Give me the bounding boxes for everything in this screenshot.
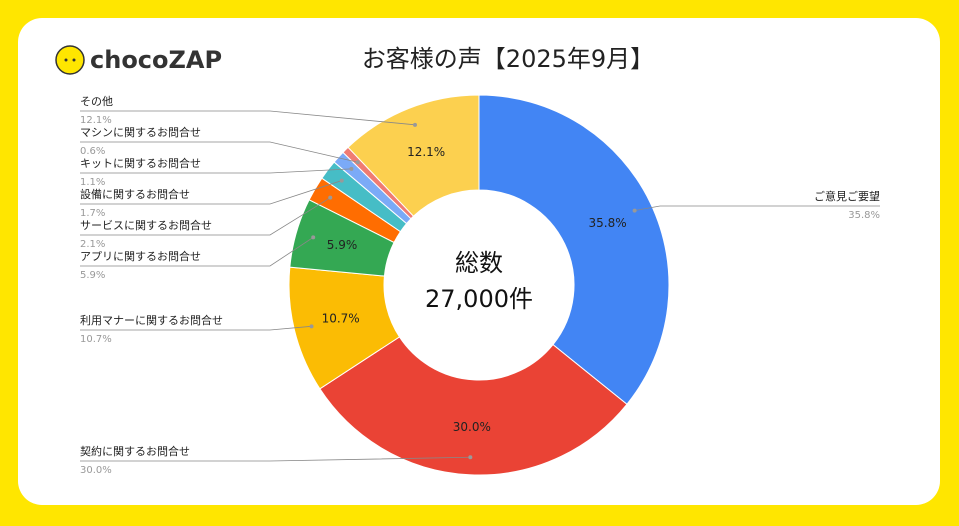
legend-label: キットに関するお問合せ xyxy=(80,156,201,170)
legend-value: 2.1% xyxy=(80,239,105,250)
leader-dot xyxy=(632,208,637,213)
legend-value: 0.6% xyxy=(80,146,105,157)
leader-dot xyxy=(311,235,316,240)
leader-line xyxy=(80,197,331,236)
legend-value: 5.9% xyxy=(80,270,105,281)
legend-label: サービスに関するお問合せ xyxy=(80,218,212,232)
center-label: 27,000件 xyxy=(425,285,533,313)
legend-label: その他 xyxy=(80,95,113,108)
legend-value: 10.7% xyxy=(80,334,112,345)
leader-dot xyxy=(339,178,344,183)
leader-line xyxy=(80,237,314,267)
leader-line xyxy=(80,168,352,174)
leader-dot xyxy=(328,195,333,200)
card xyxy=(18,18,940,505)
leader-line xyxy=(80,456,471,462)
center-label: 総数 xyxy=(455,249,503,277)
leader-line xyxy=(80,325,312,331)
legend-value: 30.0% xyxy=(80,465,112,476)
slice-label: 30.0% xyxy=(453,420,491,434)
legend-label: マシンに関するお問合せ xyxy=(80,125,201,139)
legend-label: 設備に関するお問合せ xyxy=(80,187,190,201)
legend-value: 35.8% xyxy=(848,210,880,221)
leader-dot xyxy=(309,324,314,329)
slice xyxy=(347,94,480,217)
slice xyxy=(478,94,670,405)
slice-label: 10.7% xyxy=(322,312,360,326)
logo-text: chocoZAP xyxy=(90,46,222,74)
legend-label: ご意見ご要望 xyxy=(814,189,880,203)
legend-label: 利用マナーに関するお問合せ xyxy=(80,313,223,327)
legend-value: 1.7% xyxy=(80,208,105,219)
leader-line xyxy=(80,110,416,126)
leader-dot xyxy=(468,455,473,460)
leader-dot xyxy=(355,160,360,165)
slice-label: 35.8% xyxy=(588,216,626,230)
slice-label: 5.9% xyxy=(327,238,358,252)
legend-label: アプリに関するお問合せ xyxy=(80,249,201,263)
legend-value: 1.1% xyxy=(80,177,105,188)
leader-line xyxy=(80,141,358,163)
slice xyxy=(319,336,628,476)
leader-line xyxy=(80,180,342,205)
leader-dot xyxy=(412,122,417,127)
chart-title: お客様の声【2025年9月】 xyxy=(362,45,654,73)
logo: chocoZAP xyxy=(55,45,222,75)
legend-value: 12.1% xyxy=(80,115,112,126)
leader-line xyxy=(634,205,880,211)
leader-dot xyxy=(349,166,354,171)
slice-label: 12.1% xyxy=(407,145,445,159)
legend-label: 契約に関するお問合せ xyxy=(80,444,190,458)
